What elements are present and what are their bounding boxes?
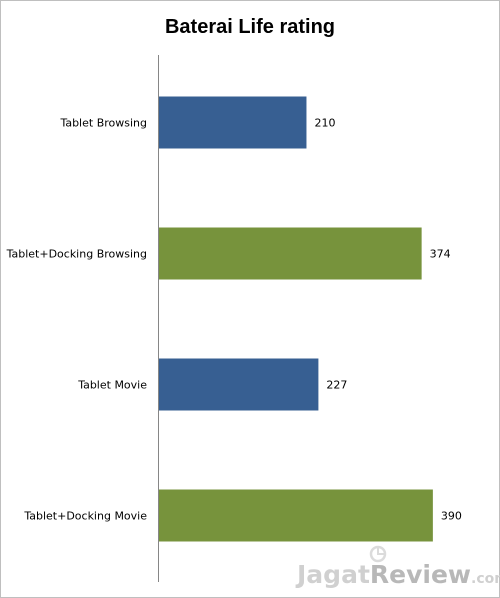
value-label-1: 374 — [430, 248, 451, 261]
category-label-1: Tablet+Docking Browsing — [6, 248, 147, 261]
category-label-0: Tablet Browsing — [59, 117, 147, 130]
value-label-0: 210 — [314, 117, 335, 130]
category-label-2: Tablet Movie — [77, 379, 147, 392]
watermark: JagatReview.com — [295, 545, 500, 589]
bar-3 — [159, 489, 433, 542]
bar-2 — [159, 358, 319, 411]
category-label-3: Tablet+Docking Movie — [23, 510, 147, 523]
value-label-3: 390 — [441, 510, 462, 523]
value-label-2: 227 — [326, 379, 347, 392]
bar-0 — [159, 96, 307, 149]
bars-layer: Tablet Browsing 210 Tablet+Docking Browsin… — [6, 96, 462, 542]
bar-1 — [159, 227, 422, 280]
watermark-logo-icon — [369, 545, 387, 563]
chart-title: Baterai Life rating — [164, 16, 336, 38]
watermark-text: JagatReview.com — [295, 560, 500, 589]
